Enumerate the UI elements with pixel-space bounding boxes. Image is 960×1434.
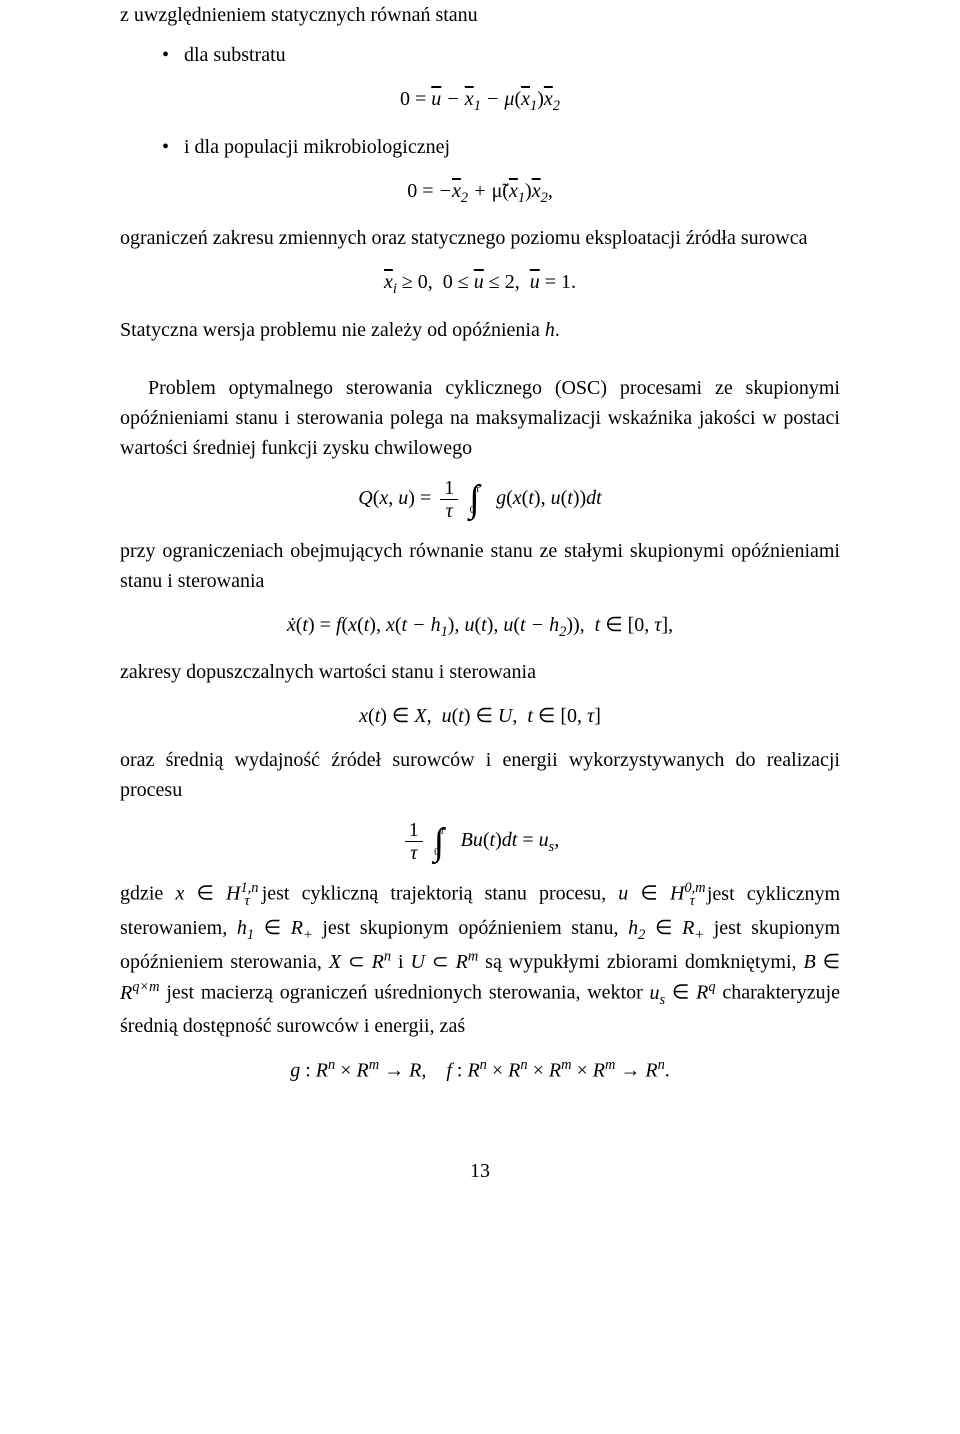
equation-Bu: 1τ ∫τ0 Bu(t)dt = us, (120, 819, 840, 864)
page-number: 13 (120, 1156, 840, 1186)
line-static: Statyczna wersja problemu nie zależy od … (120, 315, 840, 345)
where-part-b: jest cykliczną trajektorią stanu procesu… (262, 883, 685, 905)
equation-xdot: ẋ(t) = f(x(t), x(t − h1), u(t), u(t − h2… (120, 610, 840, 644)
bullet-list: i dla populacji mikrobiologicznej (162, 132, 840, 162)
equation-XU: x(t) ∈ X, u(t) ∈ U, t ∈ [0, τ] (120, 701, 840, 731)
para-state-eq: przy ograniczeniach obejmujących równani… (120, 536, 840, 596)
bullet-text: i dla populacji mikrobiologicznej (184, 136, 450, 158)
equation-Q: Q(x, u) = 1τ ∫τ0 g(x(t), u(t))dt (120, 477, 840, 522)
equation-gf: g : Rn × Rm → R, f : Rn × Rn × Rm × Rm →… (120, 1055, 840, 1086)
sup-0m: 0,m (684, 880, 705, 896)
bullet-text: dla substratu (184, 44, 286, 66)
sup-q: q (708, 979, 715, 995)
equation-1: 0 = u − x1 − μ(x1)x2 (120, 84, 840, 118)
page: z uwzględnieniem statycznych równań stan… (0, 0, 960, 1434)
where-part-a: gdzie x ∈ H (120, 883, 240, 905)
line-top: z uwzględnieniem statycznych równań stan… (120, 0, 840, 30)
bullet-list: dla substratu (162, 40, 840, 70)
sup-qxm: q×m (132, 979, 159, 995)
sub-tau1: τ (244, 893, 249, 909)
para-where: gdzie x ∈ H1,nτ jest cykliczną trajektor… (120, 878, 840, 1041)
para-constraints: ograniczeń zakresu zmiennych oraz statyc… (120, 223, 840, 253)
static-text: Statyczna wersja problemu nie zależy od … (120, 319, 560, 341)
para-osc: Problem optymalnego sterowania cykliczne… (120, 373, 840, 463)
para-ranges: zakresy dopuszczalnych wartości stanu i … (120, 657, 840, 687)
bullet-item: i dla populacji mikrobiologicznej (162, 132, 840, 162)
equation-3: xi ≥ 0, 0 ≤ u ≤ 2, u = 1. (120, 267, 840, 301)
bullet-item: dla substratu (162, 40, 840, 70)
spacer (120, 345, 840, 373)
equation-2: 0 = −x2 + μ̃(x1)x2, (120, 176, 840, 210)
where-part-d: jest macierzą ograniczeń uśrednionych st… (166, 982, 708, 1004)
sub-tau2: τ (690, 893, 695, 909)
para-yield: oraz średnią wydajność źródeł surowców i… (120, 745, 840, 805)
